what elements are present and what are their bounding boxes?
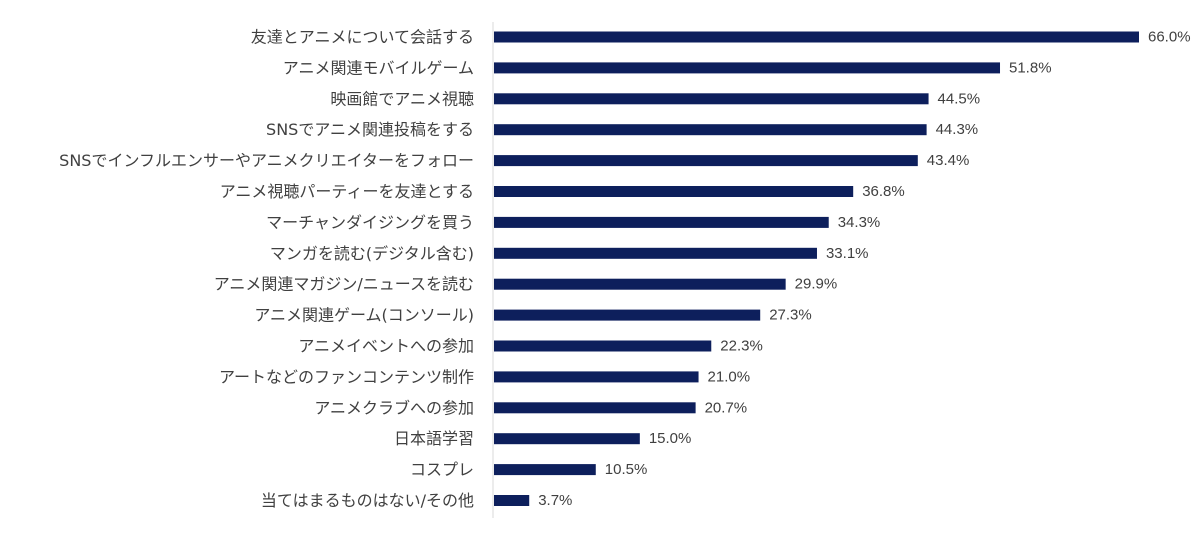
category-label: アニメ関連ゲーム(コンソール): [254, 306, 474, 325]
category-label: SNSでアニメ関連投稿をする: [266, 120, 474, 139]
bar: [494, 186, 854, 197]
value-label: 44.5%: [938, 90, 981, 107]
bar: [494, 124, 927, 136]
bar: [494, 278, 786, 290]
value-label: 10.5%: [605, 461, 648, 478]
value-label: 33.1%: [826, 245, 869, 262]
value-labels: 66.0% 51.8% 44.5% 44.3% 43.4% 36.8% 34.3% 33.1%…: [538, 29, 1190, 510]
value-label: 21.0%: [708, 368, 751, 385]
bar: [494, 371, 699, 383]
category-label: アートなどのファンコンテンツ制作: [219, 367, 474, 386]
value-label: 15.0%: [649, 430, 692, 447]
bar: [494, 216, 829, 228]
value-label: 3.7%: [538, 492, 572, 509]
value-label: 27.3%: [769, 307, 812, 324]
bar: [494, 155, 918, 167]
value-label: 29.9%: [795, 276, 838, 293]
category-label: アニメクラブへの参加: [314, 398, 474, 417]
value-label: 44.3%: [936, 121, 979, 138]
category-label: アニメイベントへの参加: [298, 337, 474, 356]
category-label: マンガを読む(デジタル含む): [270, 244, 474, 263]
bar: [494, 464, 596, 476]
bar: [494, 402, 696, 414]
category-label: アニメ視聴パーティーを友達とする: [220, 182, 474, 201]
category-label: 当てはまるものはない/その他: [261, 491, 474, 510]
value-label: 66.0%: [1148, 29, 1191, 46]
category-label: コスプレ: [410, 460, 474, 479]
category-label: 友達とアニメについて会話する: [251, 28, 474, 47]
bar: [494, 433, 640, 445]
bars: [494, 31, 1139, 506]
bar: [494, 93, 929, 105]
bar: [494, 31, 1139, 43]
category-label: アニメ関連モバイルゲーム: [283, 58, 474, 77]
category-label: アニメ関連マガジン/ニュースを読む: [214, 275, 474, 294]
value-label: 36.8%: [862, 183, 905, 200]
bar: [494, 309, 761, 321]
value-label: 34.3%: [838, 214, 881, 231]
bar: [494, 62, 1001, 74]
value-label: 22.3%: [720, 338, 763, 355]
category-label: SNSでインフルエンサーやアニメクリエイターをフォロー: [59, 151, 474, 170]
category-label: 映画館でアニメ視聴: [330, 89, 474, 108]
category-label: 日本語学習: [394, 429, 474, 448]
value-label: 43.4%: [927, 152, 970, 169]
bar: [494, 340, 712, 352]
category-label: マーチャンダイジングを買う: [266, 213, 474, 232]
bar: [494, 247, 817, 259]
value-label: 20.7%: [705, 399, 748, 416]
value-label: 51.8%: [1009, 59, 1052, 76]
bar: [494, 495, 530, 506]
